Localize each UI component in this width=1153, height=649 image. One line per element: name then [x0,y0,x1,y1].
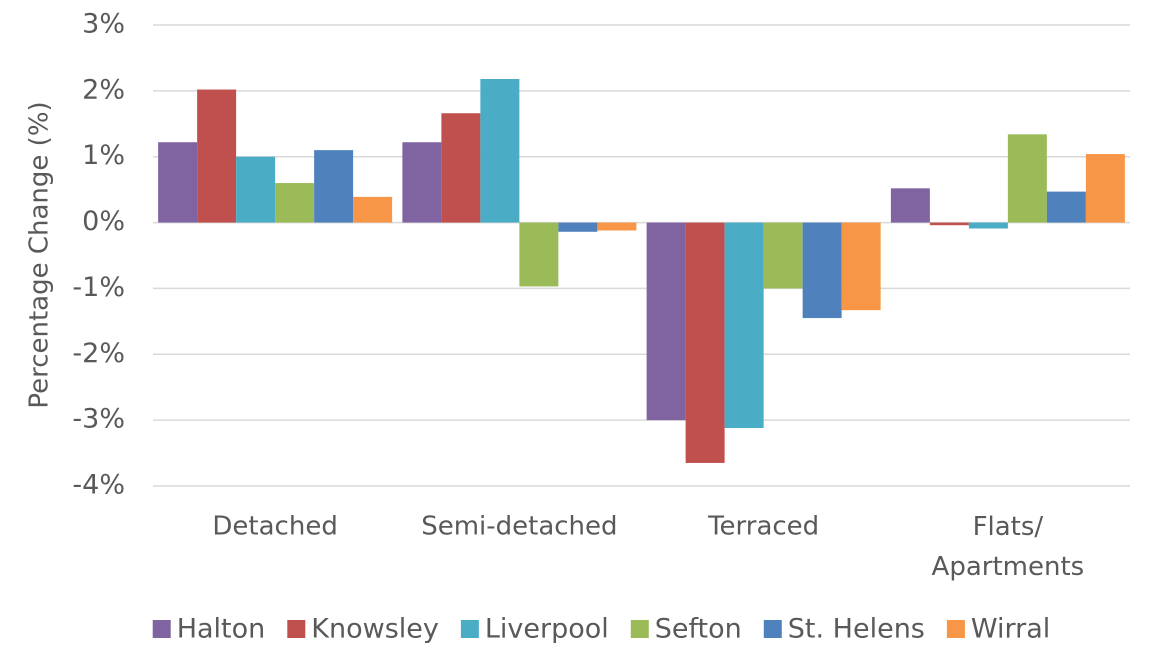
y-tick-label: -1% [72,272,125,303]
bar [646,222,686,421]
y-tick-label: 3% [82,9,125,40]
legend-swatch [763,620,782,638]
legend-label: Knowsley [311,614,439,645]
bar [763,222,803,289]
legend-swatch [630,620,649,638]
bar [802,222,842,319]
x-tick-label: Detached [212,512,337,542]
y-tick-label: 2% [82,74,125,105]
bar [1085,154,1125,223]
bar [275,183,315,223]
bar [314,150,354,223]
bar [685,222,725,463]
y-tick-label: -4% [72,470,125,501]
legend-swatch [460,620,479,638]
bar [558,222,598,232]
bar [519,222,559,287]
bar [236,156,276,223]
y-tick-label: -2% [72,338,125,369]
bar [441,113,481,223]
legend-swatch [946,620,965,638]
legend-swatch [287,620,306,638]
bar [197,89,237,223]
legend-label: Liverpool [485,614,609,645]
y-tick-label: 0% [82,206,125,237]
x-tick-label: Semi-detached [421,512,617,542]
y-axis-title: Percentage Change (%) [25,101,55,408]
legend-swatch [152,620,171,638]
legend-label: Sefton [655,614,742,645]
bar [1007,134,1047,223]
bar [841,222,881,311]
bar [1046,191,1086,223]
bar [929,222,969,226]
bar [968,222,1008,229]
legend-label: St. Helens [788,614,925,645]
x-tick-label: Flats/Apartments [932,512,1085,582]
legend-label: Wirral [971,614,1050,645]
bar [724,222,764,429]
bar [597,222,637,231]
bar [480,79,520,223]
legend-label: Halton [177,614,266,645]
y-tick-label: -3% [72,404,125,435]
y-tick-label: 1% [82,140,125,171]
bar [402,142,442,223]
x-tick-label: Terraced [707,512,819,542]
bar [890,188,930,223]
bar [158,142,198,223]
bar [353,196,393,223]
